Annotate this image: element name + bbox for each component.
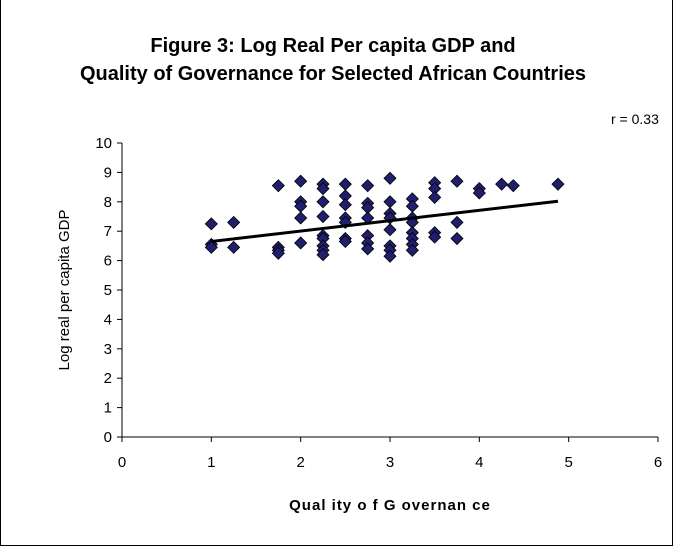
- x-tick-label: 4: [475, 454, 483, 471]
- data-point: [316, 209, 330, 224]
- data-point: [271, 246, 285, 260]
- chart-title-line1: Figure 3: Log Real Per capita GDP and: [150, 35, 515, 57]
- data-point: [383, 249, 397, 263]
- data-point: [294, 236, 308, 250]
- y-tick-label: 9: [104, 164, 112, 181]
- data-point: [450, 215, 464, 229]
- y-axis-label: Log real per capita GDP: [56, 210, 73, 371]
- data-point: [338, 198, 352, 212]
- x-axis-label: Qual ity o f G overnan ce: [289, 497, 491, 514]
- data-point: [383, 223, 397, 237]
- y-tick-label: 4: [104, 311, 112, 328]
- data-point: [450, 231, 464, 246]
- data-point: [450, 174, 464, 188]
- data-point: [405, 243, 419, 257]
- data-point: [316, 182, 330, 196]
- data-point: [338, 177, 352, 191]
- data-point: [204, 217, 218, 231]
- y-tick-label: 0: [104, 429, 112, 446]
- data-point: [227, 240, 241, 254]
- data-point: [316, 248, 330, 262]
- y-tick-label: 6: [104, 253, 112, 270]
- data-point: [338, 234, 352, 249]
- y-tick-label: 8: [104, 194, 112, 211]
- data-point: [271, 179, 285, 193]
- correlation-annotation: r = 0.33: [611, 111, 659, 127]
- data-point: [428, 230, 442, 244]
- data-point: [204, 240, 218, 254]
- data-point: [361, 242, 375, 256]
- data-point: [495, 177, 509, 191]
- trendline: [211, 199, 559, 243]
- data-point: [361, 179, 375, 193]
- data-point: [506, 179, 520, 193]
- data-point: [294, 211, 308, 225]
- data-point: [383, 171, 397, 185]
- x-tick-label: 6: [654, 454, 662, 471]
- data-point: [227, 215, 241, 229]
- x-tick-label: 3: [386, 454, 394, 471]
- data-point: [316, 195, 330, 209]
- x-tick-label: 2: [296, 454, 304, 471]
- chart-title-line2: Quality of Governance for Selected Afric…: [80, 63, 586, 85]
- y-ticks: 0 1 2 3 4 5 6 7 8 9 10: [95, 135, 122, 446]
- data-points: [204, 171, 565, 263]
- y-tick-label: 2: [104, 370, 112, 387]
- data-point: [294, 174, 308, 188]
- x-tick-label: 5: [564, 454, 572, 471]
- x-tick-label: 0: [118, 454, 126, 471]
- data-point: [405, 199, 419, 213]
- x-ticks: 0 1 2 3 4 5 6: [118, 437, 662, 471]
- data-point: [383, 195, 397, 209]
- y-tick-label: 7: [104, 223, 112, 240]
- y-tick-label: 1: [104, 400, 112, 417]
- x-tick-label: 1: [207, 454, 215, 471]
- y-tick-label: 5: [104, 282, 112, 299]
- data-point: [472, 186, 486, 200]
- data-point: [428, 190, 442, 204]
- y-tick-label: 3: [104, 341, 112, 358]
- y-tick-label: 10: [95, 135, 112, 152]
- data-point: [551, 177, 565, 191]
